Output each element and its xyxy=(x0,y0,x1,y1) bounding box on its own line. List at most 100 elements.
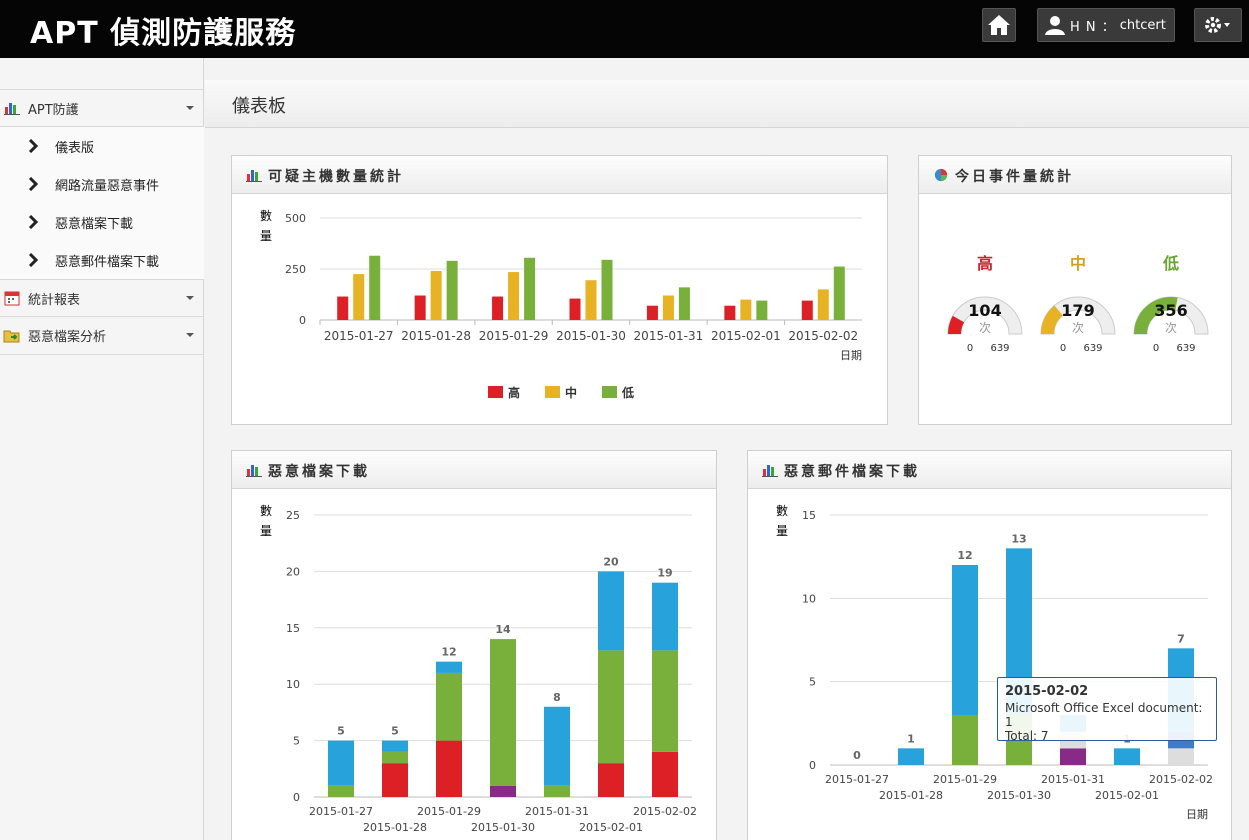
user-icon xyxy=(1045,16,1065,35)
bar xyxy=(337,296,349,320)
sidebar-item-label: 網路流量惡意事件 xyxy=(55,178,160,194)
y-tick-label: 0 xyxy=(293,791,300,804)
bar-segment xyxy=(652,582,678,651)
x-tick-label: 2015-01-29 xyxy=(479,329,549,343)
x-tick-label: 2015-01-27 xyxy=(309,805,373,818)
x-tick-label: 2015-01-28 xyxy=(879,789,943,802)
page-title: 儀表板 xyxy=(232,96,286,117)
sidebar-group-file-analysis[interactable]: 惡意檔案分析 xyxy=(0,317,204,355)
caret-down-icon xyxy=(186,333,194,337)
panel-header: 惡意郵件檔案下載 xyxy=(748,451,1231,489)
bar-segment xyxy=(382,763,408,797)
gauge-track xyxy=(1040,296,1116,335)
home-button[interactable] xyxy=(982,8,1016,42)
x-tick-label: 2015-01-31 xyxy=(1041,773,1105,786)
bar-segment xyxy=(1114,748,1140,765)
sidebar-item-malicious-mail-downloads[interactable]: 惡意郵件檔案下載 xyxy=(0,241,204,279)
data-label: 0 xyxy=(853,749,861,762)
sidebar-item-label: 儀表版 xyxy=(55,140,95,156)
gauge-title: 高 xyxy=(977,254,993,273)
bar xyxy=(414,295,426,320)
gauge-max: 639 xyxy=(1176,343,1195,354)
tooltip-line: Microsoft Office Excel document: 1 xyxy=(1005,701,1203,729)
panel-malicious-downloads: 惡意檔案下載 數量 0 5 10 15 20 25 5 2015-01-27 5 2015-01-2… xyxy=(231,450,717,840)
bar-segment xyxy=(328,785,354,797)
chart-malicious-mail-downloads: 數量 0 5 10 15 0 2015-01-27 1 2015-01-28 12 2015-01-… xyxy=(776,504,1213,821)
chart-suspicious-hosts: 數量 0 250 500 2015-01-27 2015-01-28 2015-01-29 2… xyxy=(260,209,862,400)
bar-segment xyxy=(382,751,408,764)
tooltip-total: Total: 7 xyxy=(1005,729,1049,743)
gauge-unit: 次 xyxy=(1072,321,1084,335)
sidebar-item-network-events[interactable]: 網路流量惡意事件 xyxy=(0,165,204,203)
sidebar-group-label: 惡意檔案分析 xyxy=(28,330,107,345)
bar xyxy=(492,296,504,320)
user-menu-button[interactable]: H N ： chtcert xyxy=(1037,8,1175,42)
gauge-min: 0 xyxy=(967,343,973,354)
caret-down-icon xyxy=(186,106,194,110)
tooltip-date: 2015-02-02 xyxy=(1005,684,1089,699)
top-bar: APT 偵測防護服務 H N ： chtcert xyxy=(0,0,1249,58)
bar-segment xyxy=(436,661,462,673)
gauge-min: 0 xyxy=(1060,343,1066,354)
app-title: APT 偵測防護服務 xyxy=(30,16,297,51)
x-tick-label: 2015-01-29 xyxy=(417,805,481,818)
bar xyxy=(724,305,736,320)
gauge-value: 356 xyxy=(1154,301,1187,320)
gauge-unit: 次 xyxy=(1165,321,1177,335)
y-tick-label: 250 xyxy=(285,263,306,276)
gauge-unit: 次 xyxy=(979,321,991,335)
sidebar-item-label: 惡意檔案下載 xyxy=(55,216,134,232)
bar-segment xyxy=(328,740,354,786)
y-tick-label: 15 xyxy=(802,509,816,522)
x-tick-label: 2015-01-27 xyxy=(324,329,394,343)
data-label: 13 xyxy=(1011,532,1026,545)
chevron-right-icon xyxy=(28,139,39,153)
bar xyxy=(508,272,520,320)
x-tick-label: 2015-01-31 xyxy=(525,805,589,818)
page-header: 儀表板 xyxy=(205,80,1249,128)
user-label: H N ： xyxy=(1070,19,1116,35)
gauge-title: 低 xyxy=(1162,254,1179,273)
legend-label: 低 xyxy=(621,385,634,400)
settings-button[interactable] xyxy=(1194,8,1242,42)
x-tick-label: 2015-02-02 xyxy=(1149,773,1213,786)
bar xyxy=(585,280,597,320)
panel-malicious-mail-downloads: 惡意郵件檔案下載 數量 0 5 10 15 0 2015-01-27 1 2015-01-28 1… xyxy=(747,450,1232,840)
sidebar-item-malicious-downloads[interactable]: 惡意檔案下載 xyxy=(0,203,204,241)
data-label: 1 xyxy=(907,732,915,745)
bar xyxy=(662,295,674,320)
bar-segment xyxy=(1060,748,1086,765)
legend-swatch xyxy=(602,386,617,398)
data-label: 19 xyxy=(657,567,672,580)
bar xyxy=(833,266,845,320)
sidebar-group-apt[interactable]: APT防護 xyxy=(0,89,204,127)
x-tick-label: 2015-01-30 xyxy=(987,789,1051,802)
user-name: chtcert xyxy=(1119,17,1166,33)
gauge-value: 104 xyxy=(968,301,1001,320)
bar-segment xyxy=(652,751,678,797)
bar-segment xyxy=(436,672,462,741)
y-tick-label: 5 xyxy=(293,735,300,748)
sidebar-group-label: 統計報表 xyxy=(28,292,81,308)
legend-swatch xyxy=(488,386,503,398)
bar-segment xyxy=(436,740,462,797)
gauge-value: 179 xyxy=(1061,301,1094,320)
sidebar-group-reports[interactable]: 統計報表 xyxy=(0,279,204,317)
bar-segment xyxy=(490,639,516,786)
calendar-icon xyxy=(4,291,20,306)
data-label: 7 xyxy=(1177,632,1185,645)
gear-icon xyxy=(1205,17,1230,33)
y-axis-label: 量 xyxy=(776,524,788,538)
caret-down-icon xyxy=(186,296,194,300)
bar-segment xyxy=(898,748,924,765)
panel-title: 可疑主機數量統計 xyxy=(268,169,404,185)
chevron-right-icon xyxy=(28,253,39,267)
y-axis-label: 數 xyxy=(260,209,272,223)
x-tick-label: 2015-02-02 xyxy=(633,805,697,818)
data-label: 14 xyxy=(495,623,511,636)
sidebar-item-dashboard[interactable]: 儀表版 xyxy=(0,127,204,165)
bar-chart-icon xyxy=(4,103,20,115)
panel-suspicious-hosts: 可疑主機數量統計 數量 0 250 500 2015-01-27 2015-01-28 20… xyxy=(231,155,888,425)
y-tick-label: 10 xyxy=(286,678,300,691)
